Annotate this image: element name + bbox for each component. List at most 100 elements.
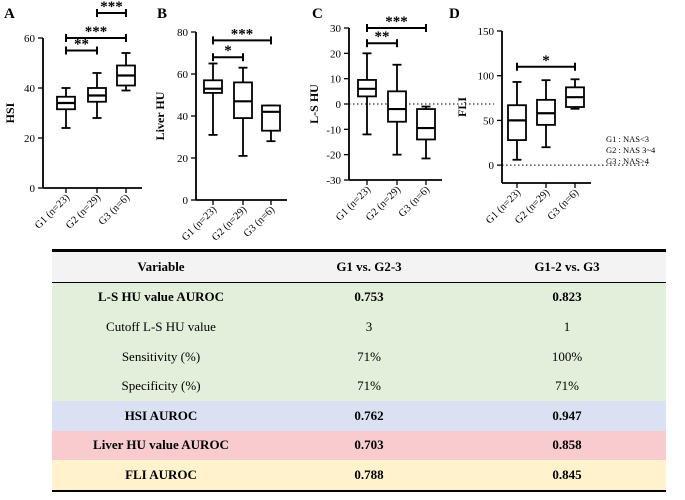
significance-stars: ***: [85, 24, 108, 40]
y-tick-label: -20: [326, 150, 341, 162]
y-tick-label: 150: [478, 26, 495, 38]
panel-letter: C: [312, 6, 323, 22]
row-value-cell: 0.947: [552, 407, 582, 423]
iqr-box: [416, 108, 436, 141]
row-value-cell: 0.762: [354, 407, 384, 423]
row-value-cell: 3: [365, 318, 373, 334]
significance-bracket: **: [65, 37, 98, 55]
header-g1-vs-g2-3: G1 vs. G2-3: [336, 258, 402, 274]
significance-stars: *: [224, 43, 232, 59]
panel-letter: A: [4, 6, 15, 22]
category-label: G3 (n=6): [397, 184, 433, 220]
row-variable-cell: L-S HU value AUROC: [97, 289, 225, 305]
significance-stars: ***: [231, 26, 254, 42]
table-row: HSI AUROC 0.762 0.947: [52, 400, 666, 431]
row-value-cell: 1: [563, 318, 571, 334]
box-plot-group-2: G2 (n=29): [513, 79, 556, 226]
row-value-cell: 0.845: [552, 466, 582, 482]
iqr-box: [203, 79, 223, 94]
category-label: G2 (n=29): [64, 192, 103, 231]
legend-entry-g1: G1 : NAS<3: [606, 134, 650, 144]
significance-stars: ***: [385, 14, 408, 30]
y-tick-label: 0: [30, 183, 36, 195]
row-value-cell: 71%: [357, 348, 381, 364]
significance-bracket: *: [516, 53, 576, 71]
row-variable-cell: Specificity (%): [121, 378, 201, 394]
iqr-box: [261, 104, 281, 132]
y-tick-label: 40: [24, 83, 36, 95]
legend-entry-g3: G3 : NAS>4: [606, 156, 650, 166]
y-tick-label: 20: [330, 48, 342, 60]
box-plot-group-3: G3 (n=6): [97, 52, 136, 228]
iqr-box: [507, 104, 527, 141]
y-tick-label: 60: [177, 69, 189, 81]
significance-bracket: **: [366, 29, 398, 48]
y-tick-label: 50: [483, 115, 495, 127]
box-plot-group-3: G3 (n=6): [397, 105, 436, 220]
y-tick-label: 60: [24, 33, 36, 45]
significance-bracket: ***: [212, 26, 272, 45]
y-tick-label: 40: [177, 111, 189, 123]
row-variable-cell: Liver HU value AUROC: [93, 437, 229, 453]
y-tick-label: 10: [330, 74, 342, 86]
y-tick-label: 20: [177, 153, 189, 165]
significance-stars: *: [542, 53, 550, 69]
group-legend: G1 : NAS<3 G2 : NAS 3~4 G3 : NAS>4: [606, 134, 655, 167]
significance-bracket: ***: [366, 14, 427, 32]
y-tick-label: 80: [177, 27, 189, 39]
y-tick-label: 20: [24, 133, 36, 145]
y-axis-label: L-S HU: [307, 84, 321, 124]
panel-letter: D: [449, 6, 460, 22]
table-row: Sensitivity (%) 71% 100%: [52, 341, 666, 372]
row-value-cell: 0.823: [552, 289, 582, 305]
box-plot-group-1: G1 (n=23): [33, 87, 76, 231]
table-row: Liver HU value AUROC 0.703 0.858: [52, 430, 666, 461]
row-value-cell: 0.788: [354, 466, 384, 482]
row-value-cell: 100%: [551, 348, 583, 364]
row-value-cell: 71%: [555, 378, 579, 394]
significance-stars: **: [375, 29, 390, 45]
category-label: G3 (n=6): [97, 192, 133, 228]
y-axis-label: FLI: [455, 97, 469, 117]
y-tick-label: 0: [183, 195, 189, 207]
y-tick-label: 0: [489, 160, 495, 172]
row-value-cell: 0.858: [552, 437, 582, 453]
header-variable: Variable: [137, 258, 185, 274]
panel-letter: B: [157, 6, 167, 22]
row-variable-cell: Cutoff L-S HU value: [106, 318, 216, 334]
y-tick-label: -10: [326, 124, 341, 136]
row-variable-cell: Sensitivity (%): [121, 348, 201, 364]
table-body: L-S HU value AUROC 0.753 0.823 Cutoff L-S H…: [52, 282, 666, 491]
iqr-box: [387, 90, 407, 123]
category-label: G3 (n=6): [242, 204, 278, 240]
row-value-cell: 0.703: [354, 437, 384, 453]
significance-stars: ***: [100, 0, 123, 15]
table-row: L-S HU value AUROC 0.753 0.823: [52, 282, 666, 313]
table-row: FLI AUROC 0.788 0.845: [52, 460, 666, 491]
legend-entry-g2: G2 : NAS 3~4: [606, 145, 656, 155]
category-label: G3 (n=6): [546, 187, 582, 223]
y-tick-label: -30: [326, 175, 341, 187]
y-axis-label: Liver HU: [153, 91, 167, 140]
table-row: Specificity (%) 71% 71%: [52, 371, 666, 401]
table-header-row: Variable G1 vs. G2-3 G1-2 vs. G3: [52, 250, 666, 283]
significance-stars: **: [74, 37, 89, 53]
header-g1-2-vs-g3: G1-2 vs. G3: [534, 258, 600, 274]
row-value-cell: 71%: [357, 378, 381, 394]
significance-bracket: *: [212, 43, 244, 62]
y-tick-label: 0: [336, 99, 342, 111]
box-plot-group-3: G3 (n=6): [242, 104, 281, 240]
y-tick-label: 100: [478, 71, 495, 83]
box-plot-group-1: G1 (n=23): [180, 62, 223, 240]
y-axis-label: HSI: [3, 102, 17, 123]
significance-bracket: ***: [65, 24, 127, 42]
row-value-cell: 0.753: [354, 289, 384, 305]
row-variable-cell: FLI AUROC: [125, 466, 197, 482]
significance-bracket: ***: [96, 0, 127, 17]
row-variable-cell: HSI AUROC: [124, 407, 198, 423]
auroc-table: Variable G1 vs. G2-3 G1-2 vs. G3 L-S HU …: [52, 249, 666, 492]
